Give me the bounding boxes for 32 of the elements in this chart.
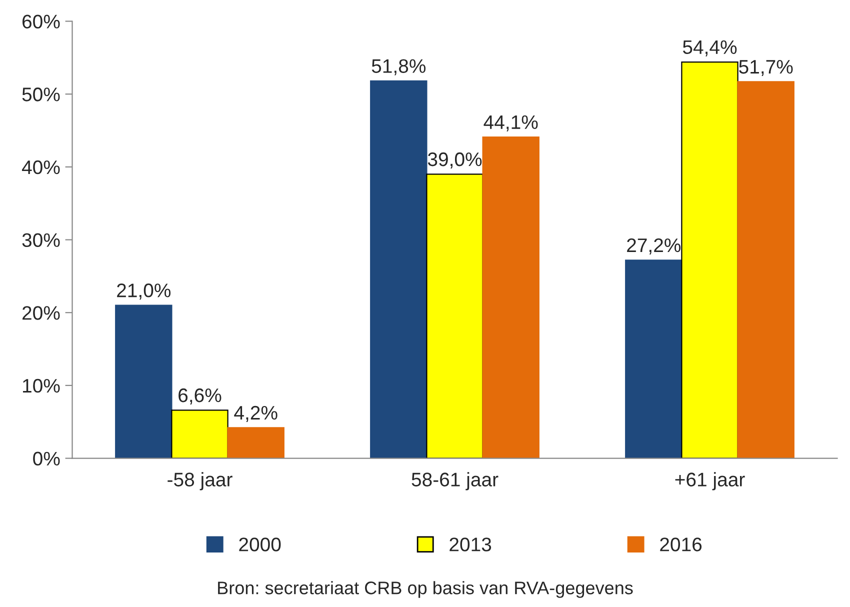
bar (681, 61, 738, 458)
text: Bron: secretariaat CRB op basis van RVA-gegevens (218, 581, 633, 598)
bar (370, 80, 428, 458)
y-tick-label: 20% (22, 306, 60, 320)
y-tick-label: 10% (23, 378, 60, 393)
data-label: 6,6% (178, 388, 222, 404)
y-tick-label: 60% (22, 14, 60, 28)
y-tick-label: 50% (22, 88, 60, 102)
data-label: 51,8% (372, 59, 426, 76)
x-tick-label: +61 jaar (675, 472, 745, 490)
y-tick-label: 0% (33, 452, 60, 466)
y-tick-label: 30% (22, 233, 60, 247)
data-label: 27,2% (627, 238, 681, 254)
data-label: 39,0% (428, 152, 482, 168)
data-label: 21,0% (117, 284, 171, 300)
y-tick-label: 40% (22, 160, 60, 174)
x-tick-label: -58 jaar (168, 472, 232, 490)
data-label: 4,2% (234, 406, 278, 422)
legend-label: 2016 (660, 538, 702, 552)
data-label: 44,1% (484, 115, 538, 132)
bar (171, 410, 228, 458)
bar (227, 427, 284, 458)
legend-label: 2013 (450, 538, 492, 552)
bar (737, 81, 794, 458)
bar (426, 174, 484, 458)
legend-label: 2000 (239, 538, 281, 552)
bar (482, 136, 540, 458)
data-label: 54,4% (682, 40, 737, 56)
data-label: 51,7% (739, 60, 793, 76)
bar (625, 260, 682, 458)
x-tick-label: 58-61 jaar (412, 472, 498, 490)
bar (115, 304, 172, 458)
